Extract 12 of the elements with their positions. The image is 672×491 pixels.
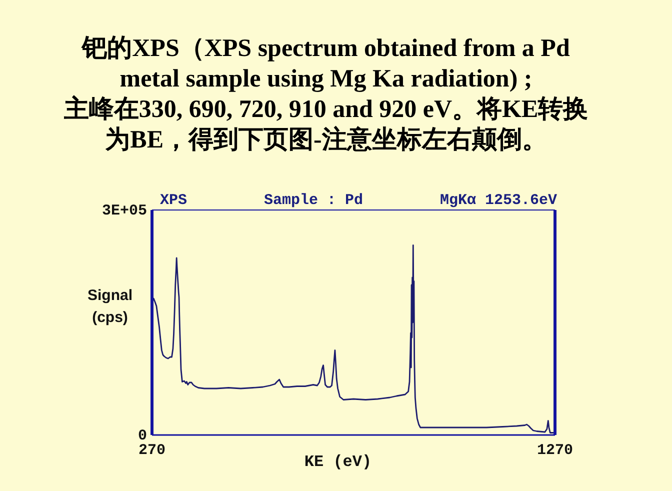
line-series (152, 244, 554, 434)
chart-subtitle: 主峰在330, 690, 720, 910 and 920 eV。将KE转换为BE，得到下页图-注意坐标左右颠倒。 (62, 95, 588, 154)
x-tick-label: 270 (138, 442, 166, 459)
text: XPS (160, 192, 188, 209)
y-tick-label: 0 (138, 428, 147, 444)
chart-title: 钯的XPS（XPS spectrum obtained from a Pd metal sample using Mg Ka radiation) ; (81, 35, 570, 92)
y-axis-title: Signal (cps) (87, 287, 133, 326)
x-axis-title: KE (eV) (304, 453, 372, 471)
text: MgKα 1253.6eV (440, 192, 558, 209)
text: Sample : Pd (264, 192, 364, 209)
x-tick-label: 1270 (536, 442, 574, 459)
y-tick-label: 3E+05 (102, 202, 147, 220)
